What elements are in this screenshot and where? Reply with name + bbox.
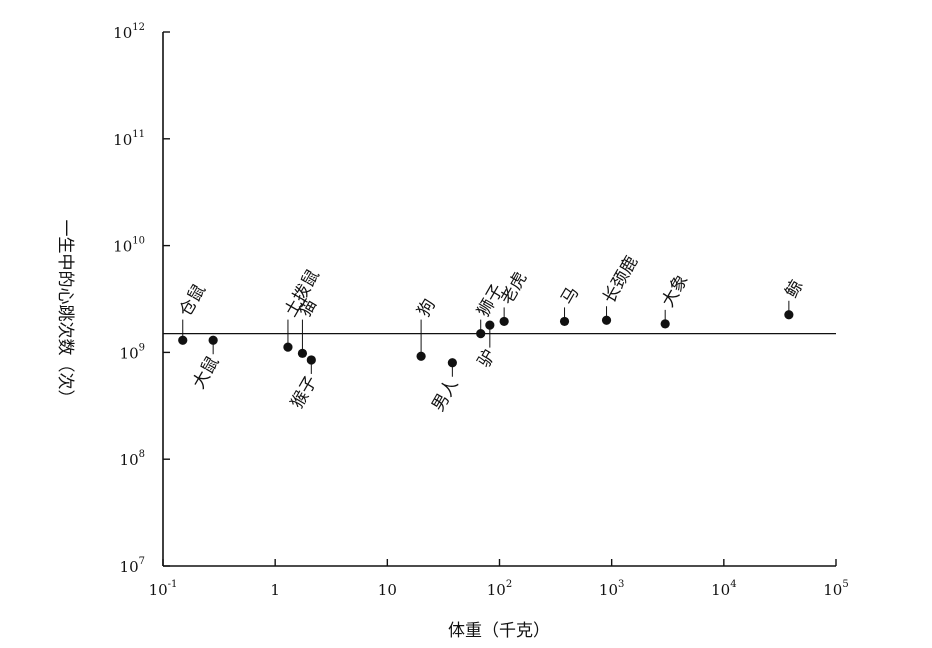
tick-base: 10 — [120, 344, 139, 362]
data-point-group: 老虎 — [497, 269, 531, 327]
tick-base: 10 — [120, 558, 139, 576]
tick-base: 10 — [113, 238, 132, 256]
tick-base: 1 — [270, 581, 280, 599]
data-point-group: 猴子 — [287, 355, 322, 412]
x-tick-label: 104 — [711, 579, 736, 599]
data-point-group: 鲸 — [782, 277, 808, 320]
tick-exponent: 2 — [506, 579, 512, 590]
tick-exponent: 3 — [618, 579, 624, 590]
tick-exponent: -1 — [168, 579, 178, 590]
y-tick-label: 109 — [120, 342, 145, 362]
data-point-group: 男人 — [428, 358, 463, 415]
data-point-group: 大象 — [658, 271, 692, 329]
data-point-group: 马 — [557, 283, 583, 327]
tick-base: 10 — [711, 581, 730, 599]
tick-base: 10 — [823, 581, 842, 599]
point-label: 老虎 — [497, 269, 531, 308]
data-point-group: 驴 — [474, 320, 500, 371]
tick-base: 10 — [113, 131, 132, 149]
x-tick-label: 103 — [599, 579, 624, 599]
tick-base: 10 — [599, 581, 618, 599]
tick-base: 10 — [149, 581, 168, 599]
tick-exponent: 7 — [139, 556, 145, 567]
tick-exponent: 11 — [132, 129, 145, 140]
data-point-group: 大鼠 — [189, 335, 223, 392]
x-tick-label: 105 — [823, 579, 848, 599]
data-point-group: 仓鼠 — [176, 281, 210, 345]
tick-base: 10 — [378, 581, 397, 599]
tick-exponent: 12 — [132, 22, 145, 33]
y-tick-label: 1010 — [113, 236, 145, 256]
y-tick-label: 108 — [120, 449, 145, 469]
y-tick-label: 1012 — [113, 22, 145, 42]
point-label: 长颈鹿 — [599, 253, 642, 307]
x-tick-label: 10-1 — [149, 579, 178, 599]
tick-exponent: 9 — [139, 342, 145, 353]
x-ticks: 10-1 1 10 102 103 104 105 — [149, 559, 849, 599]
point-label: 鲸 — [782, 277, 808, 302]
tick-base: 10 — [120, 451, 139, 469]
point-label: 大鼠 — [189, 353, 223, 392]
point-label: 驴 — [474, 346, 500, 371]
point-label: 猴子 — [287, 373, 321, 412]
tick-exponent: 4 — [730, 579, 736, 590]
point-label: 仓鼠 — [176, 281, 210, 320]
tick-base: 10 — [113, 24, 132, 42]
y-tick-label: 1011 — [113, 129, 145, 149]
x-tick-label: 10 — [378, 581, 397, 599]
point-label: 大象 — [658, 271, 692, 310]
tick-exponent: 5 — [842, 579, 848, 590]
y-axis-title: 一生中的心跳次数（次） — [55, 220, 75, 407]
x-tick-label: 1 — [270, 581, 280, 599]
point-label: 马 — [557, 283, 583, 308]
x-tick-label: 102 — [487, 579, 512, 599]
point-label: 狗 — [414, 296, 440, 321]
data-point-group: 长颈鹿 — [599, 253, 642, 325]
point-label: 男人 — [428, 376, 462, 415]
tick-exponent: 8 — [139, 449, 145, 460]
x-axis-title: 体重（千克） — [448, 621, 550, 641]
data-point-group: 猫 — [295, 296, 321, 358]
data-point-group: 狗 — [414, 296, 440, 361]
y-tick-label: 107 — [120, 556, 145, 576]
tick-base: 10 — [487, 581, 506, 599]
tick-exponent: 10 — [132, 236, 145, 247]
